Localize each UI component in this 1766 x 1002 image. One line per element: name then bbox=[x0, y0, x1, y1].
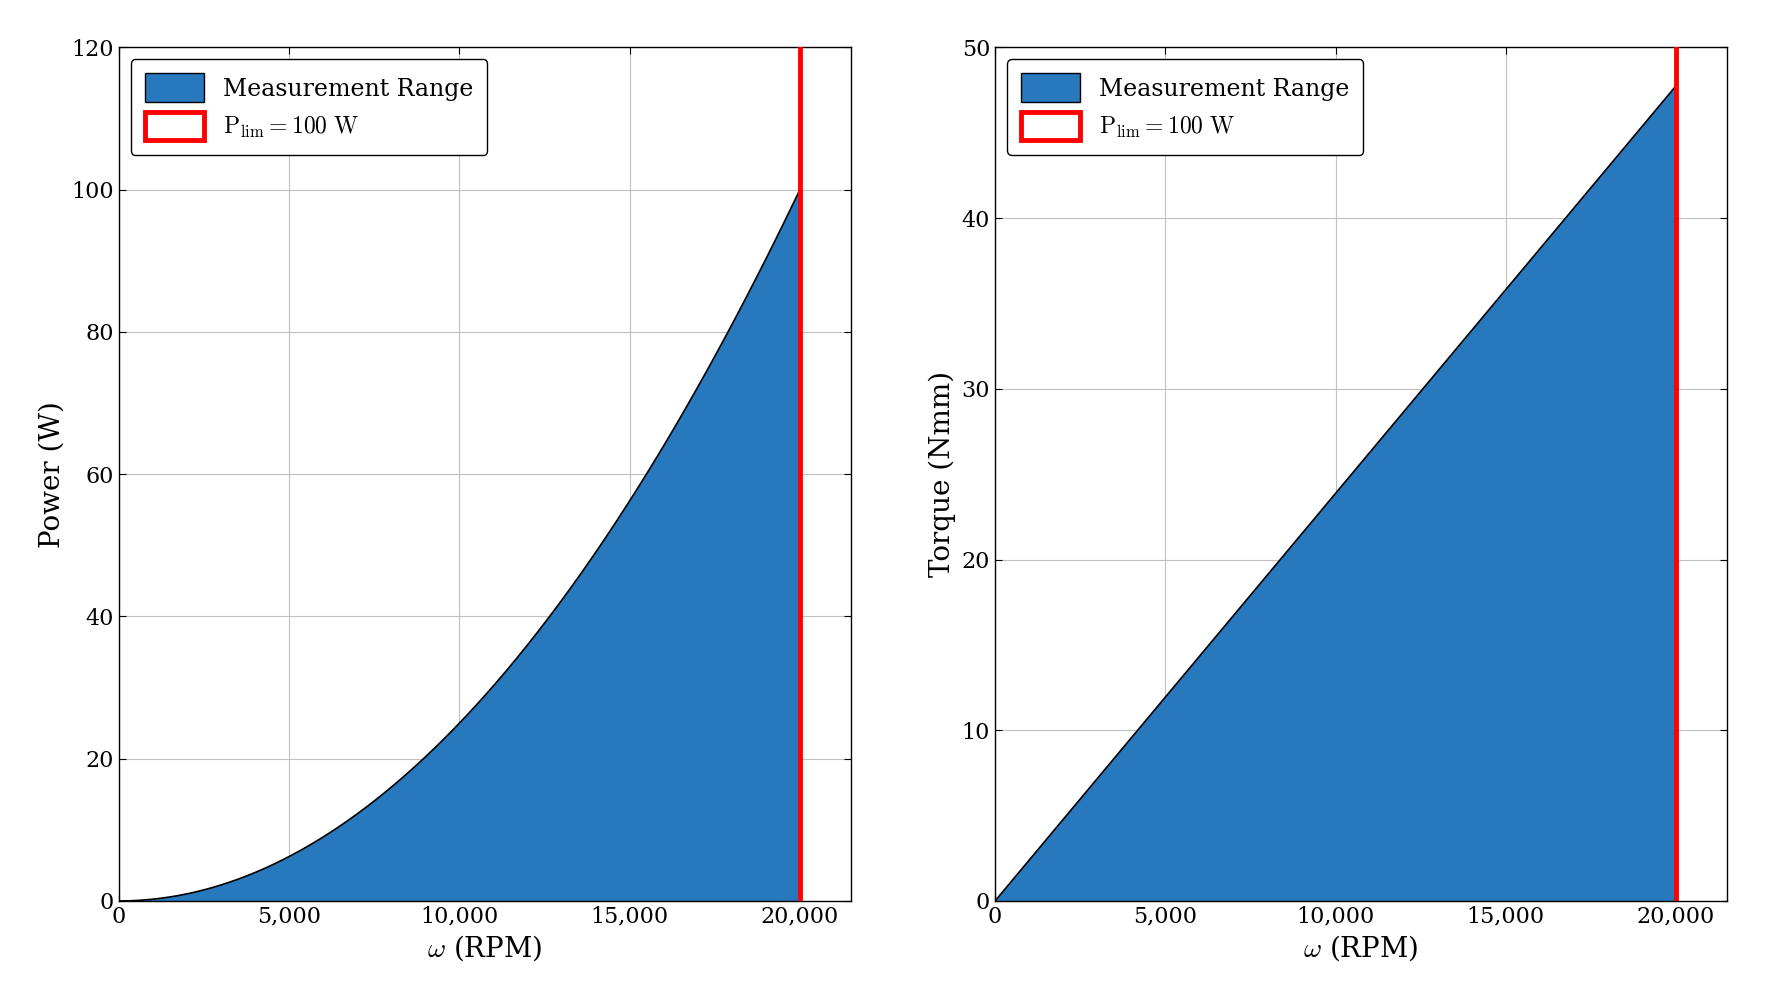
Legend: Measurement Range, $\mathrm{P_{lim}=100\ W}$: Measurement Range, $\mathrm{P_{lim}=100\… bbox=[131, 59, 487, 154]
X-axis label: $\omega$ (RPM): $\omega$ (RPM) bbox=[1303, 933, 1418, 963]
Y-axis label: Power (W): Power (W) bbox=[39, 401, 65, 548]
Y-axis label: Torque (Nmm): Torque (Nmm) bbox=[929, 371, 955, 577]
X-axis label: $\omega$ (RPM): $\omega$ (RPM) bbox=[427, 933, 542, 963]
Legend: Measurement Range, $\mathrm{P_{lim}=100\ W}$: Measurement Range, $\mathrm{P_{lim}=100\… bbox=[1007, 59, 1363, 154]
